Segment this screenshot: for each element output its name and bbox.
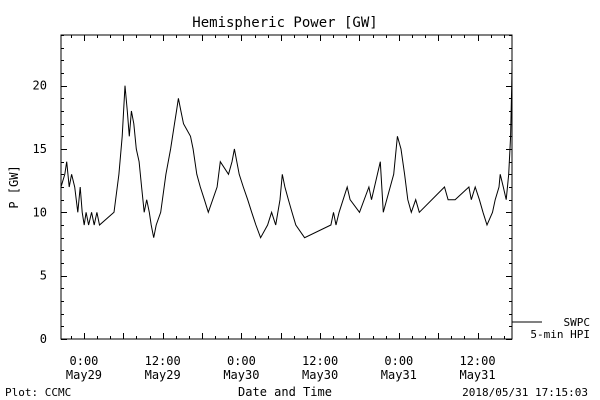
y-axis: 0 5 10 15 20 bbox=[33, 35, 512, 346]
legend-label-swpc: SWPC bbox=[564, 316, 591, 329]
y-tick-label: 5 bbox=[40, 269, 47, 283]
x-tick-label-date: May30 bbox=[223, 368, 259, 382]
y-tick-label: 0 bbox=[40, 332, 47, 346]
x-tick-label-date: May30 bbox=[302, 368, 338, 382]
y-tick-label: 15 bbox=[33, 142, 47, 156]
x-tick-label-date: May29 bbox=[66, 368, 102, 382]
x-tick-label-date: May29 bbox=[145, 368, 181, 382]
x-tick-label-time: 0:00 bbox=[70, 354, 99, 368]
y-tick-label: 10 bbox=[33, 205, 47, 219]
x-tick-label-time: 12:00 bbox=[145, 354, 181, 368]
x-tick-label-time: 0:00 bbox=[384, 354, 413, 368]
x-tick-label-date: May31 bbox=[459, 368, 495, 382]
chart-title: Hemispheric Power [GW] bbox=[192, 15, 377, 31]
x-tick-label-time: 12:00 bbox=[302, 354, 338, 368]
plot-timestamp: 2018/05/31 17:15:03 bbox=[462, 386, 588, 399]
series-line-swpc-hpi bbox=[60, 66, 513, 239]
y-axis-label: P [GW] bbox=[7, 165, 21, 208]
y-tick-label: 20 bbox=[33, 79, 47, 93]
legend-label-5min-hpi: 5-min HPI bbox=[530, 328, 590, 341]
plot-credit: Plot: CCMC bbox=[5, 386, 71, 399]
x-tick-label-time: 0:00 bbox=[227, 354, 256, 368]
x-tick-label-time: 12:00 bbox=[459, 354, 495, 368]
x-tick-label-date: May31 bbox=[381, 368, 417, 382]
x-axis: 0:00May2912:00May290:00May3012:00May300:… bbox=[66, 35, 505, 382]
x-axis-label: Date and Time bbox=[238, 385, 332, 399]
